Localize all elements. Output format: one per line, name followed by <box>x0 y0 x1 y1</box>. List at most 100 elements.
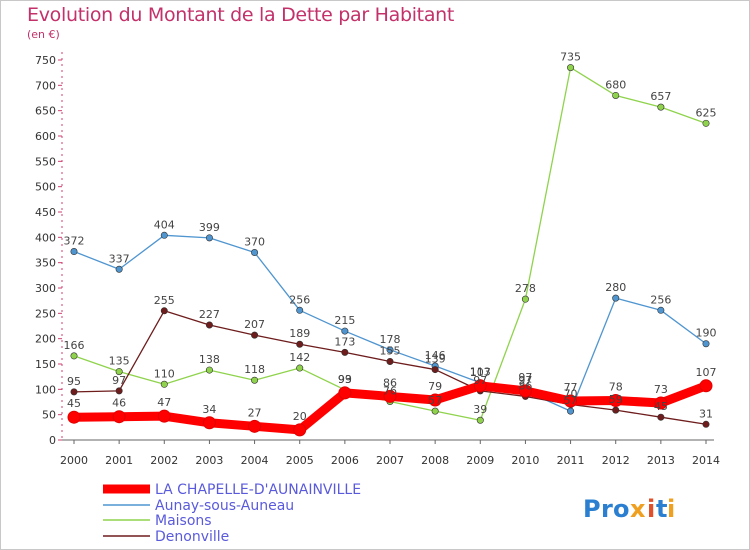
axes: 0 50 100 150 200 250 300 350 400 450 500 550 600 650 7… <box>35 52 720 467</box>
data-label: 77 <box>564 381 578 394</box>
y-tick-label: 650 <box>35 105 56 118</box>
x-tick-label: 2009 <box>466 454 494 467</box>
data-label: 139 <box>425 353 446 366</box>
data-label: 99 <box>338 373 352 386</box>
data-point <box>70 352 78 360</box>
x-tick-label: 2000 <box>60 454 88 467</box>
y-tick-label: 150 <box>35 358 56 371</box>
data-label: 178 <box>380 333 401 346</box>
data-label: 20 <box>293 410 307 423</box>
data-label: 404 <box>154 218 175 231</box>
legend-label: LA CHAPELLE-D'AUNAINVILLE <box>155 482 361 498</box>
data-point <box>657 413 665 421</box>
x-tick-label: 2012 <box>602 454 630 467</box>
x-tick-label: 2002 <box>150 454 178 467</box>
data-point <box>70 388 78 396</box>
data-point <box>564 394 578 408</box>
data-label: 70 <box>564 388 578 401</box>
x-tick-label: 2013 <box>647 454 675 467</box>
data-point <box>296 306 304 314</box>
data-label: 79 <box>428 380 442 393</box>
data-point <box>567 407 575 415</box>
y-tick-label: 50 <box>42 409 56 422</box>
data-point <box>431 366 439 374</box>
legend-label: Maisons <box>155 513 212 529</box>
data-label: 173 <box>334 335 355 348</box>
data-point <box>115 265 123 273</box>
data-label: 372 <box>64 235 85 248</box>
logo-letter: x <box>630 495 646 523</box>
logo-letter: i <box>647 495 655 523</box>
y-tick-label: 100 <box>35 383 56 396</box>
x-tick-label: 2005 <box>286 454 314 467</box>
data-label: 97 <box>518 374 532 387</box>
x-tick-label: 2007 <box>376 454 404 467</box>
data-label: 625 <box>696 106 717 119</box>
data-point <box>293 423 307 437</box>
data-label: 155 <box>380 344 401 357</box>
data-point <box>251 376 259 384</box>
data-point <box>699 379 713 393</box>
data-point <box>338 386 352 400</box>
data-point <box>386 346 394 354</box>
data-label: 657 <box>650 90 671 103</box>
data-point <box>657 306 665 314</box>
data-point <box>296 340 304 348</box>
data-point <box>702 420 710 428</box>
y-tick-label: 700 <box>35 79 56 92</box>
data-point <box>248 419 262 433</box>
data-label: 76 <box>383 384 397 397</box>
data-point <box>473 379 487 393</box>
data-label: 95 <box>67 375 81 388</box>
data-label: 59 <box>609 393 623 406</box>
data-point <box>612 91 620 99</box>
data-point <box>205 321 213 329</box>
x-tick-label: 2011 <box>557 454 585 467</box>
chart-title: Evolution du Montant de la Dette par Hab… <box>27 4 455 26</box>
data-point <box>115 368 123 376</box>
y-tick-label: 600 <box>35 130 56 143</box>
data-label: 45 <box>67 397 81 410</box>
y-tick-label: 300 <box>35 282 56 295</box>
data-label: 399 <box>199 221 220 234</box>
data-label: 113 <box>470 366 491 379</box>
data-point <box>383 389 397 403</box>
y-tick-label: 0 <box>49 434 56 447</box>
data-label: 27 <box>248 406 262 419</box>
data-label: 215 <box>334 314 355 327</box>
logo-letter: P <box>583 495 601 523</box>
data-label: 31 <box>699 407 713 420</box>
data-point <box>160 380 168 388</box>
data-label: 166 <box>64 339 85 352</box>
logo-letter: o <box>613 495 630 523</box>
y-tick-label: 200 <box>35 333 56 346</box>
data-label: 86 <box>518 379 532 392</box>
data-label: 138 <box>199 353 220 366</box>
data-label: 78 <box>609 380 623 393</box>
data-label: 110 <box>154 367 175 380</box>
data-point <box>428 393 442 407</box>
data-label: 146 <box>425 349 446 362</box>
chart-subtitle: (en €) <box>27 28 60 41</box>
data-label: 57 <box>564 394 578 407</box>
x-tick-label: 2010 <box>511 454 539 467</box>
legend: LA CHAPELLE-D'AUNAINVILLEAunay-sous-Aune… <box>103 482 361 545</box>
x-tick-label: 2008 <box>421 454 449 467</box>
data-label: 46 <box>112 397 126 410</box>
data-point <box>609 393 623 407</box>
data-point <box>115 387 123 395</box>
data-point <box>160 231 168 239</box>
data-point <box>205 234 213 242</box>
logo-letter: t <box>656 495 667 523</box>
series-layer <box>67 64 713 437</box>
data-label: 280 <box>605 281 626 294</box>
data-label: 39 <box>473 403 487 416</box>
data-point <box>251 331 259 339</box>
data-point <box>112 410 126 424</box>
x-tick-label: 2004 <box>241 454 269 467</box>
legend-label: Aunay-sous-Auneau <box>155 498 294 514</box>
y-tick-label: 250 <box>35 307 56 320</box>
